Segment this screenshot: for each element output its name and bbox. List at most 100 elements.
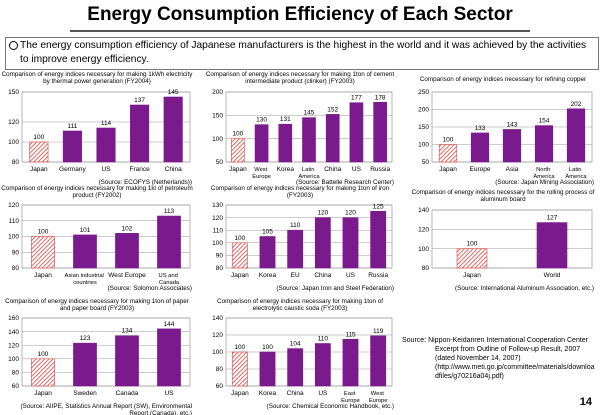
data-label: 137	[134, 97, 145, 104]
bar	[314, 217, 331, 269]
y-tick-label: 80	[12, 370, 20, 377]
y-tick-label: 120	[8, 342, 19, 349]
data-label: 100	[234, 235, 245, 242]
data-label: 119	[373, 328, 384, 335]
x-tick-label: US	[318, 390, 328, 397]
bar	[287, 229, 304, 269]
bar	[31, 236, 55, 269]
data-label: 100	[234, 344, 245, 351]
y-tick-label: 100	[212, 136, 223, 143]
x-tick-label: Japan	[30, 166, 48, 173]
bar	[73, 342, 97, 387]
y-tick-label: 130	[212, 202, 223, 209]
bar	[314, 343, 331, 387]
bullet	[9, 41, 18, 50]
x-tick-label: Asian industrial countries	[65, 273, 106, 286]
x-tick-label: Sweden	[73, 390, 97, 397]
chart-title: Comparison of energy indices necessary f…	[1, 185, 193, 200]
summary-box: The energy consumption efficiency of Jap…	[5, 37, 599, 70]
x-tick-label: Japan	[439, 166, 457, 173]
x-tick-label: World	[544, 272, 561, 279]
bar	[370, 335, 387, 387]
chart-title: Comparison of energy indices necessary f…	[217, 298, 383, 313]
bar	[370, 211, 387, 269]
data-label: 113	[164, 208, 175, 215]
data-label: 120	[317, 210, 328, 217]
y-tick-label: 100	[418, 142, 429, 149]
y-tick-label: 100	[418, 246, 429, 253]
source-note-line: Excerpt from Outline of Follow-up Result…	[435, 346, 581, 353]
bar	[130, 104, 150, 163]
y-tick-label: 60	[12, 383, 20, 390]
source-note-line: (http://www.meti.go.jp/committee/materia…	[435, 364, 595, 380]
y-tick-label: 120	[212, 332, 223, 339]
data-label: 100	[33, 134, 44, 141]
x-tick-label: Japan	[229, 166, 247, 173]
data-label: 100	[38, 351, 49, 358]
x-tick-label: North America	[533, 167, 555, 180]
y-tick-label: 80	[216, 265, 224, 272]
chart-title: Comparison of energy indices necessary f…	[1, 71, 193, 86]
title-underline	[70, 30, 530, 32]
y-tick-label: 110	[9, 218, 20, 225]
bar	[115, 233, 139, 269]
data-label: 152	[327, 106, 338, 113]
bar	[31, 358, 55, 387]
bar	[502, 129, 522, 163]
bar	[566, 108, 586, 163]
bar	[349, 102, 364, 163]
x-tick-label: West Europe	[108, 272, 146, 279]
data-label: 202	[571, 101, 582, 108]
bar	[231, 242, 248, 269]
x-tick-label: Asia	[506, 166, 519, 173]
x-tick-label: Japan	[34, 272, 52, 279]
data-label: 177	[351, 95, 362, 102]
bar	[259, 236, 276, 269]
y-tick-label: 120	[8, 119, 19, 126]
y-tick-label: 120	[212, 215, 223, 222]
bar	[278, 123, 293, 163]
data-label: 144	[164, 321, 175, 328]
y-tick-label: 120	[418, 227, 429, 234]
bar	[470, 132, 490, 163]
y-tick-label: 250	[418, 89, 429, 96]
x-tick-label: US	[164, 390, 174, 397]
data-label: 100	[262, 344, 273, 351]
y-tick-label: 100	[8, 356, 19, 363]
y-tick-label: 90	[216, 253, 224, 260]
data-label: 104	[290, 341, 301, 348]
y-tick-label: 80	[216, 366, 224, 373]
y-tick-label: 200	[212, 89, 223, 96]
y-tick-label: 100	[212, 240, 223, 247]
bar	[163, 96, 183, 163]
bar	[96, 127, 116, 163]
bar	[373, 101, 387, 163]
data-label: 110	[318, 336, 329, 343]
x-tick-label: US and Canada	[159, 273, 180, 286]
y-tick-label: 80	[12, 265, 20, 272]
bar	[29, 141, 49, 163]
chart-title: Comparison of energy indices necessary f…	[411, 189, 595, 204]
bar	[259, 351, 276, 387]
y-tick-label: 100	[8, 139, 19, 146]
y-tick-label: 150	[212, 113, 223, 120]
data-label: 131	[280, 116, 291, 123]
data-label: 145	[304, 110, 315, 117]
bar	[73, 234, 97, 269]
data-label: 145	[168, 89, 179, 96]
data-label: 115	[345, 331, 356, 338]
data-label: 100	[467, 241, 478, 248]
bar	[254, 124, 269, 163]
y-tick-label: 140	[418, 207, 429, 214]
data-label: 100	[38, 229, 49, 236]
x-tick-label: Russia	[370, 166, 390, 173]
x-tick-label: China	[314, 272, 331, 279]
y-tick-label: 140	[212, 315, 223, 322]
x-tick-label: US	[352, 166, 362, 173]
data-label: 102	[122, 225, 133, 232]
x-tick-label: Korea	[277, 166, 295, 173]
x-tick-label: US	[101, 166, 111, 173]
data-label: 123	[80, 335, 91, 342]
chart-source: (Source: AIIPE, Statistics Annual Report…	[20, 403, 193, 415]
x-tick-label: EU	[291, 272, 300, 279]
